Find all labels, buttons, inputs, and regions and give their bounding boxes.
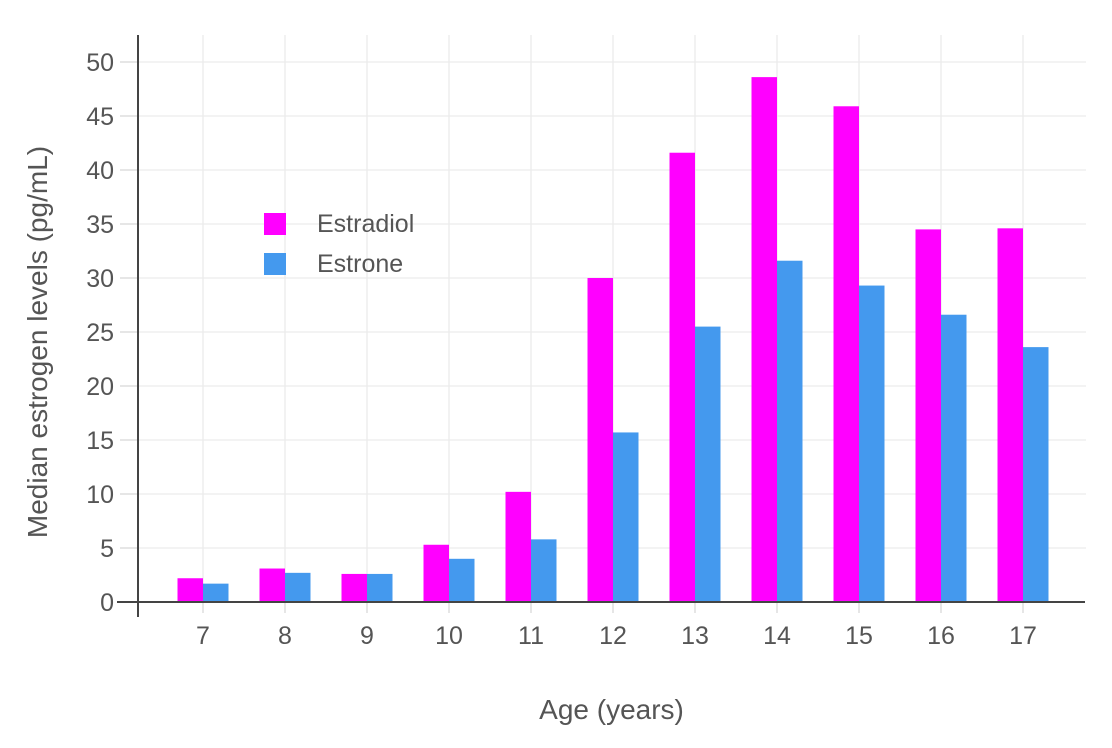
x-tick-label-12: 12 xyxy=(599,622,627,650)
bar-estradiol-age-12[interactable] xyxy=(587,278,614,602)
bar-estradiol-age-16[interactable] xyxy=(915,229,942,602)
estrone-swatch-icon xyxy=(264,253,286,275)
bar-estrone-age-9[interactable] xyxy=(367,573,393,602)
y-tick-label-50: 50 xyxy=(86,49,114,77)
y-tick-label-5: 5 xyxy=(100,535,114,563)
y-tick-label-40: 40 xyxy=(86,157,114,185)
x-tick-label-15: 15 xyxy=(845,622,873,650)
x-tick-label-10: 10 xyxy=(435,622,463,650)
bar-estradiol-age-14[interactable] xyxy=(751,77,778,603)
x-tick-label-16: 16 xyxy=(927,622,955,650)
bar-estrone-age-11[interactable] xyxy=(531,539,557,602)
bar-estrone-age-12[interactable] xyxy=(613,432,639,602)
bar-estradiol-age-10[interactable] xyxy=(423,544,450,602)
y-tick-label-35: 35 xyxy=(86,211,114,239)
bar-estradiol-age-15[interactable] xyxy=(833,106,860,602)
bar-estradiol-age-8[interactable] xyxy=(259,568,286,602)
x-tick-label-9: 9 xyxy=(360,622,374,650)
y-tick-label-0: 0 xyxy=(100,589,114,617)
bar-estradiol-age-11[interactable] xyxy=(505,491,532,602)
y-tick-label-30: 30 xyxy=(86,265,114,293)
legend-label-estradiol: Estradiol xyxy=(317,209,415,238)
x-tick-label-7: 7 xyxy=(196,622,210,650)
bar-estradiol-age-9[interactable] xyxy=(341,573,368,602)
y-tick-label-15: 15 xyxy=(86,427,114,455)
bar-estrone-age-10[interactable] xyxy=(449,558,475,602)
legend-item-estradiol[interactable]: Estradiol xyxy=(264,204,414,244)
legend-item-estrone[interactable]: Estrone xyxy=(264,244,414,284)
bar-estrone-age-13[interactable] xyxy=(695,326,721,602)
x-tick-label-17: 17 xyxy=(1009,622,1037,650)
bar-estrone-age-16[interactable] xyxy=(941,314,967,602)
bar-estrone-age-7[interactable] xyxy=(203,583,229,602)
bar-estradiol-age-13[interactable] xyxy=(669,152,696,602)
bar-estrone-age-15[interactable] xyxy=(859,285,885,602)
estradiol-swatch-icon xyxy=(264,213,286,235)
bar-estrone-age-17[interactable] xyxy=(1023,347,1049,602)
y-tick-label-45: 45 xyxy=(86,103,114,131)
bar-estrone-age-8[interactable] xyxy=(285,572,311,602)
y-tick-label-20: 20 xyxy=(86,373,114,401)
y-tick-label-10: 10 xyxy=(86,481,114,509)
x-tick-label-8: 8 xyxy=(278,622,292,650)
x-tick-label-13: 13 xyxy=(681,622,709,650)
x-tick-label-14: 14 xyxy=(763,622,791,650)
bar-estradiol-age-17[interactable] xyxy=(997,228,1024,602)
x-tick-label-11: 11 xyxy=(518,622,544,650)
bar-estradiol-age-7[interactable] xyxy=(177,578,204,602)
y-tick-label-25: 25 xyxy=(86,319,114,347)
bar-estrone-age-14[interactable] xyxy=(777,260,803,602)
y-axis-title: Median estrogen levels (pg/mL) xyxy=(22,145,53,539)
x-axis-title: Age (years) xyxy=(539,694,684,725)
legend: Estradiol Estrone xyxy=(264,204,414,284)
legend-label-estrone: Estrone xyxy=(317,249,404,278)
